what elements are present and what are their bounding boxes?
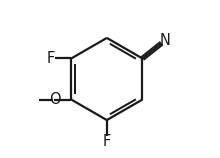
Text: F: F	[47, 51, 55, 66]
Text: N: N	[160, 33, 170, 48]
Text: F: F	[103, 134, 111, 149]
Text: O: O	[49, 92, 61, 107]
